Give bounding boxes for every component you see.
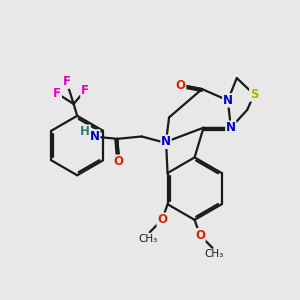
Text: H: H (80, 125, 90, 138)
Text: S: S (250, 88, 258, 101)
Text: F: F (81, 84, 89, 97)
Text: N: N (161, 135, 171, 148)
Text: F: F (63, 75, 71, 88)
Text: N: N (223, 94, 233, 107)
Text: N: N (90, 130, 100, 143)
Text: O: O (157, 213, 167, 226)
Text: CH₃: CH₃ (139, 234, 158, 244)
Text: O: O (114, 155, 124, 168)
Text: N: N (226, 121, 236, 134)
Text: O: O (195, 229, 205, 242)
Text: CH₃: CH₃ (204, 249, 224, 259)
Text: F: F (53, 87, 61, 100)
Text: O: O (176, 79, 186, 92)
